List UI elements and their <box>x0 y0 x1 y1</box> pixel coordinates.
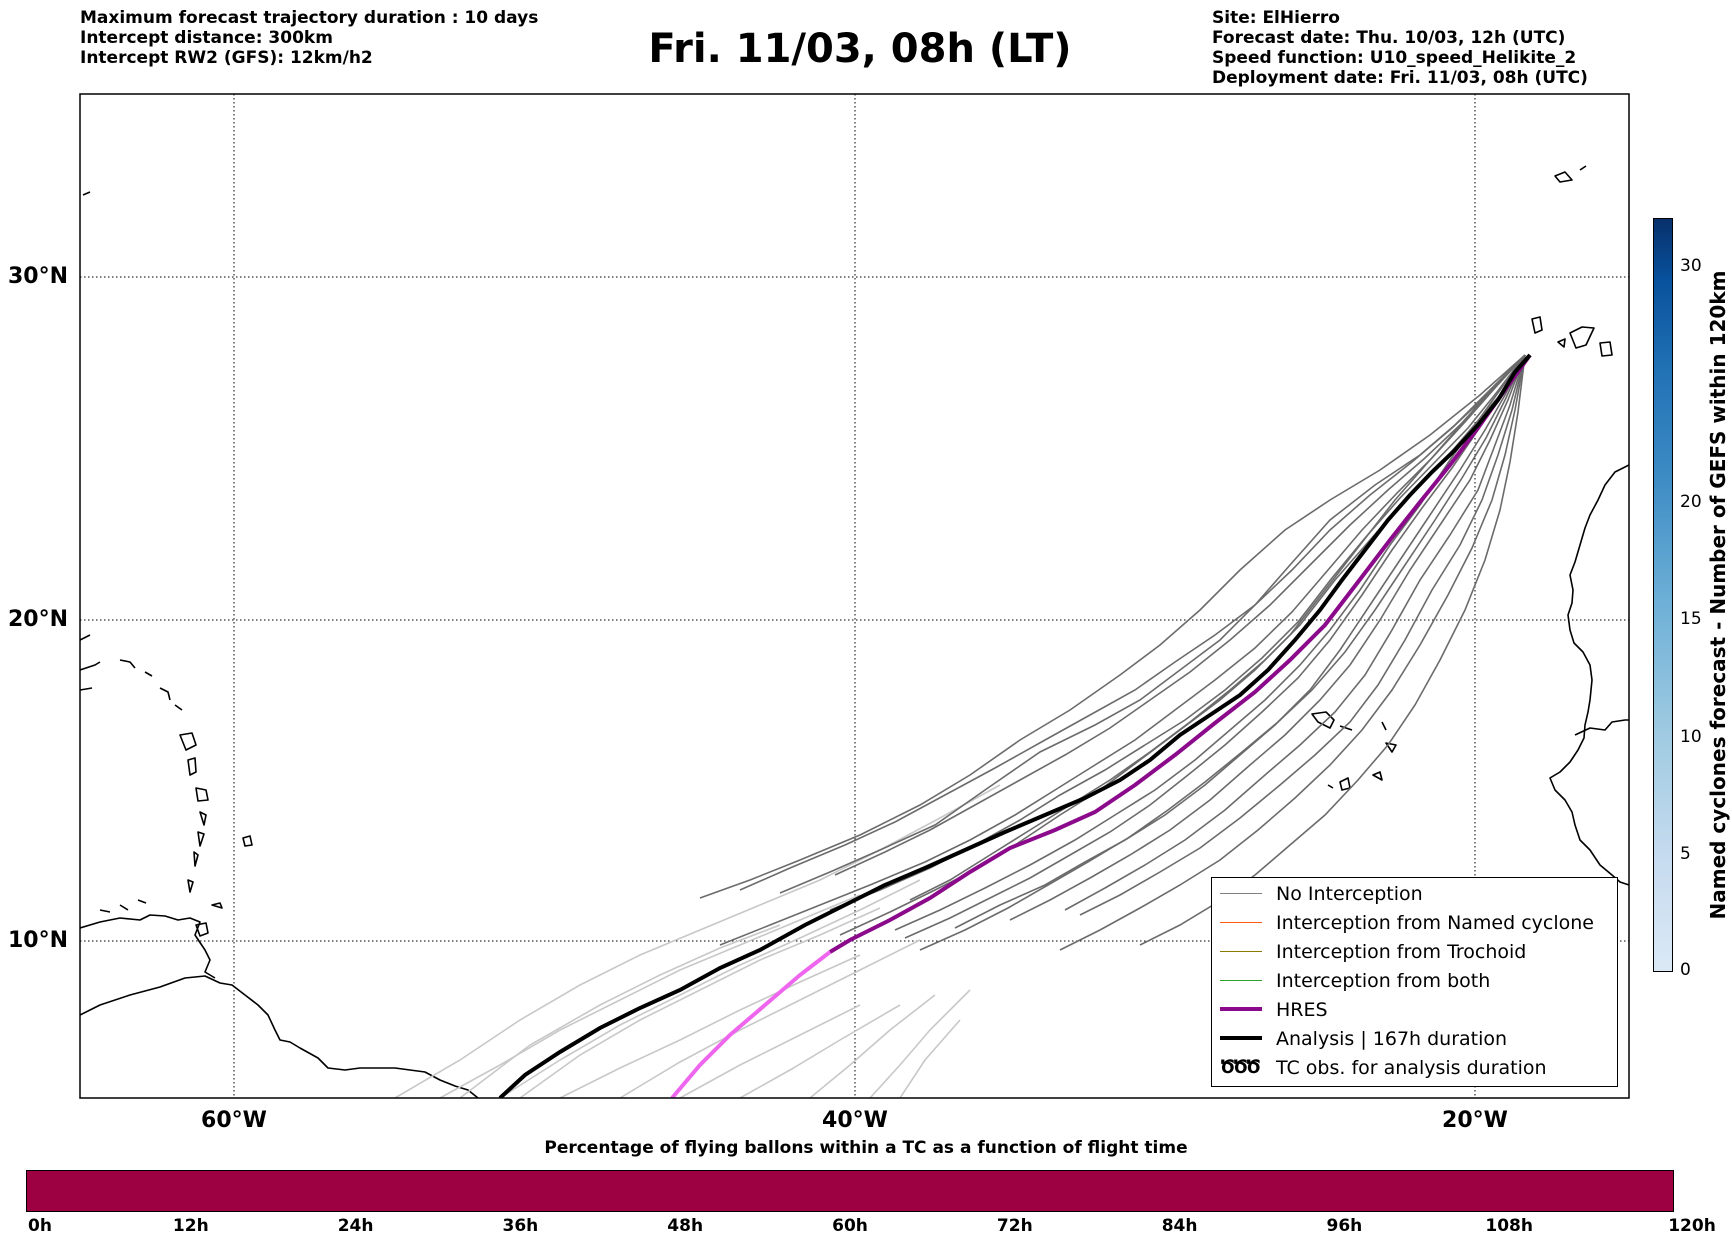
ensemble-trajectories-light <box>394 784 1001 1098</box>
flight-time-tick-36h: 36h <box>502 1216 539 1236</box>
barbados-island <box>242 835 253 847</box>
map-legend: No Interception Interception from Named … <box>1211 877 1618 1087</box>
header-right-info: Site: ElHierro Forecast date: Thu. 10/03… <box>1212 8 1588 88</box>
max-duration-text: Maximum forecast trajectory duration : 1… <box>80 8 539 28</box>
flight-time-tick-120h: 120h <box>1668 1216 1716 1236</box>
canary-islands <box>1531 316 1613 357</box>
legend-swatch-analysis <box>1220 1036 1262 1040</box>
colorbar-tick-20: 20 <box>1680 492 1702 512</box>
venezuela-coast <box>80 914 216 979</box>
colorbar-tick-30: 30 <box>1680 256 1702 276</box>
legend-label-analysis: Analysis | 167h duration <box>1276 1028 1508 1050</box>
lon-label-40w: 40°W <box>822 1108 888 1133</box>
map-frame <box>79 93 1630 1099</box>
puerto-rico-edge <box>80 634 93 691</box>
small-antilles-north <box>80 659 183 711</box>
south-america-coast <box>80 975 479 1098</box>
legend-swatch-both <box>1220 980 1262 981</box>
lat-label-30n: 30°N <box>8 264 69 289</box>
site-text: Site: ElHierro <box>1212 8 1340 28</box>
senegal-coast-detail <box>1574 719 1629 736</box>
lat-label-20n: 20°N <box>8 607 69 632</box>
hres-trajectory <box>828 353 1532 954</box>
speed-function-text: Speed function: U10_speed_Helikite_2 <box>1212 48 1577 68</box>
legend-label-no-interception: No Interception <box>1276 883 1423 905</box>
tc-obs-icon: ԾԾԾ <box>1220 1056 1261 1078</box>
madeira-islands <box>1554 165 1587 183</box>
named-cyclones-colorbar <box>1653 218 1673 972</box>
flight-time-tick-96h: 96h <box>1326 1216 1363 1236</box>
colorbar-tick-5: 5 <box>1680 844 1691 864</box>
lon-label-60w: 60°W <box>201 1108 267 1133</box>
colorbar-tick-0: 0 <box>1680 960 1691 980</box>
flight-time-tick-108h: 108h <box>1485 1216 1533 1236</box>
lon-label-20w: 20°W <box>1442 1108 1508 1133</box>
aruba-curacao <box>99 899 147 913</box>
legend-item-named-cyclone: Interception from Named cyclone <box>1212 909 1617 938</box>
page-title: Fri. 11/03, 08h (LT) <box>648 26 1072 72</box>
legend-item-analysis: Analysis | 167h duration <box>1212 1025 1617 1054</box>
legend-swatch-trochoid <box>1220 951 1262 952</box>
legend-item-both: Interception from both <box>1212 967 1617 996</box>
legend-swatch-no-interception <box>1220 893 1262 894</box>
flight-time-colorbar <box>26 1170 1674 1212</box>
flight-time-tick-48h: 48h <box>667 1216 704 1236</box>
legend-label-trochoid: Interception from Trochoid <box>1276 941 1527 963</box>
flight-time-tick-84h: 84h <box>1161 1216 1198 1236</box>
coastlines <box>80 165 1629 1098</box>
flight-time-tick-60h: 60h <box>832 1216 868 1236</box>
legend-label-both: Interception from both <box>1276 970 1491 992</box>
legend-item-hres: HRES <box>1212 996 1617 1025</box>
analysis-trajectory <box>498 353 1532 1098</box>
header-left-info: Maximum forecast trajectory duration : 1… <box>80 8 538 68</box>
legend-item-no-interception: No Interception <box>1212 880 1617 909</box>
hres-trajectory-late <box>670 950 832 1098</box>
legend-label-hres: HRES <box>1276 999 1328 1021</box>
legend-item-tc-obs: ԾԾԾ TC obs. for analysis duration <box>1212 1054 1617 1083</box>
colorbar-tick-10: 10 <box>1680 727 1702 747</box>
legend-label-named-cyclone: Interception from Named cyclone <box>1276 912 1594 934</box>
legend-swatch-hres <box>1220 1007 1262 1011</box>
legend-swatch-named-cyclone <box>1220 922 1262 923</box>
bermuda-edge <box>82 191 91 196</box>
colorbar-bottom-title: Percentage of flying ballons within a TC… <box>544 1138 1188 1158</box>
lat-label-10n: 10°N <box>8 928 69 953</box>
flight-time-tick-12h: 12h <box>172 1216 209 1236</box>
lesser-antilles <box>179 732 209 893</box>
trinidad-island <box>195 922 209 937</box>
forecast-date-text: Forecast date: Thu. 10/03, 12h (UTC) <box>1212 28 1566 48</box>
legend-item-trochoid: Interception from Trochoid <box>1212 938 1617 967</box>
flight-time-tick-72h: 72h <box>996 1216 1033 1236</box>
flight-time-tick-0h: 0h <box>28 1216 52 1236</box>
deployment-date-text: Deployment date: Fri. 11/03, 08h (UTC) <box>1212 68 1588 88</box>
tobago-island <box>211 902 223 909</box>
colorbar-tick-15: 15 <box>1680 609 1702 629</box>
cape-verde-islands <box>1311 711 1397 791</box>
africa-west-coast <box>1549 464 1629 886</box>
flight-time-tick-24h: 24h <box>337 1216 374 1236</box>
intercept-distance-text: Intercept distance: 300km <box>80 28 333 48</box>
intercept-rw2-text: Intercept RW2 (GFS): 12km/h2 <box>80 48 373 68</box>
colorbar-right-label: Named cyclones forecast - Number of GEFS… <box>1706 270 1730 920</box>
legend-label-tc-obs: TC obs. for analysis duration <box>1276 1057 1547 1079</box>
